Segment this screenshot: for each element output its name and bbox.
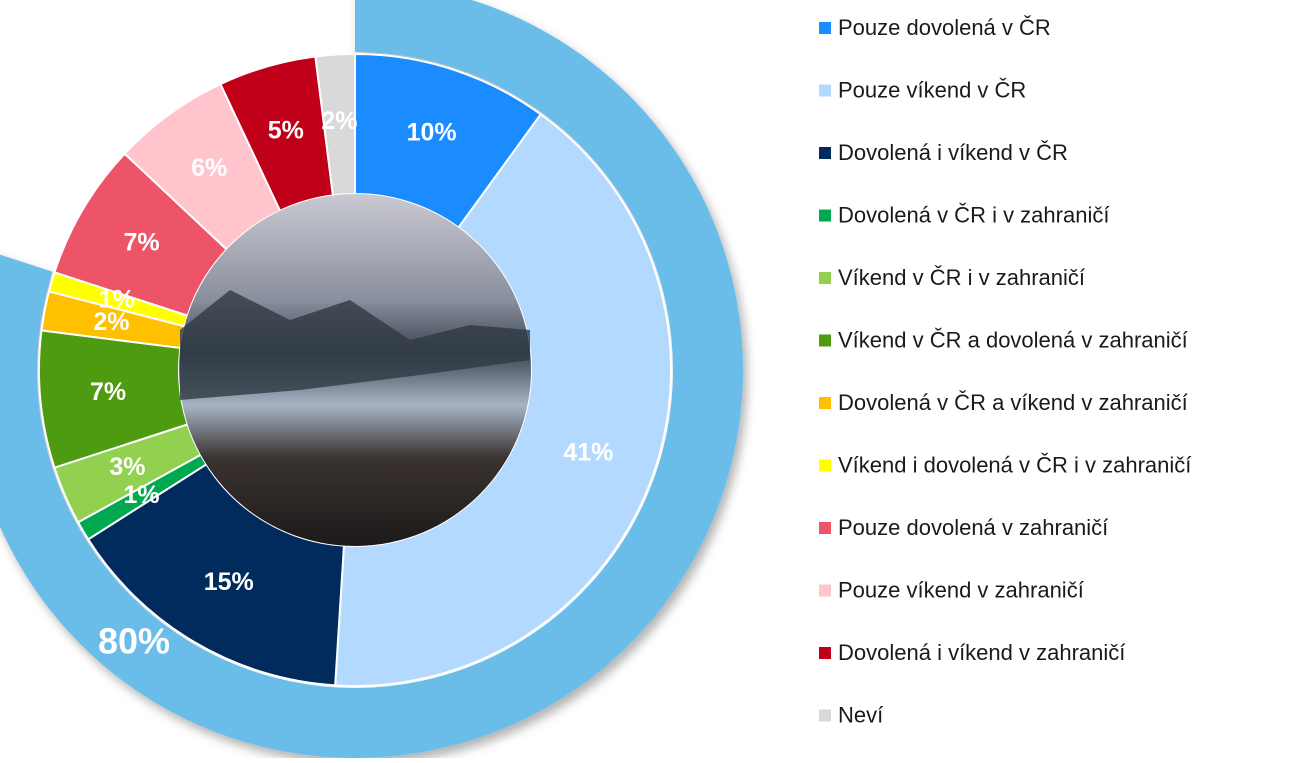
legend-swatch xyxy=(819,272,831,284)
page: 80%10%41%15%1%3%7%2%1%7%6%5%2% Pouze dov… xyxy=(0,0,1311,763)
legend-label: Pouze víkend v zahraničí xyxy=(838,577,1084,602)
legend-label: Víkend i dovolená v ČR i v zahraničí xyxy=(838,452,1191,477)
chart: 80%10%41%15%1%3%7%2%1%7%6%5%2% Pouze dov… xyxy=(0,0,1311,758)
legend-label: Víkend v ČR i v zahraničí xyxy=(838,265,1085,290)
legend-label: Pouze dovolená v zahraničí xyxy=(838,515,1108,540)
data-label: 5% xyxy=(268,116,304,144)
data-label: 1% xyxy=(99,285,135,313)
legend-label: Dovolená v ČR a víkend v zahraničí xyxy=(838,390,1188,415)
legend-swatch xyxy=(819,522,831,534)
data-label: 6% xyxy=(191,154,227,182)
legend-label: Víkend v ČR a dovolená v zahraničí xyxy=(838,327,1188,352)
legend-swatch xyxy=(819,85,831,97)
outer-ring-label: 80% xyxy=(98,621,170,662)
data-label: 2% xyxy=(321,107,357,135)
data-label: 7% xyxy=(123,228,159,256)
data-label: 10% xyxy=(407,119,457,147)
legend-swatch xyxy=(819,585,831,597)
legend-swatch xyxy=(819,710,831,722)
data-label: 7% xyxy=(90,378,126,406)
data-label: 41% xyxy=(563,439,613,467)
legend-swatch xyxy=(819,397,831,409)
legend-swatch xyxy=(819,210,831,222)
data-label: 1% xyxy=(123,481,159,509)
legend-label: Dovolená i víkend v zahraničí xyxy=(838,640,1125,665)
legend-swatch xyxy=(819,147,831,159)
legend-swatch xyxy=(819,460,831,472)
legend-swatch xyxy=(819,647,831,659)
legend-swatch xyxy=(819,22,831,34)
legend-label: Neví xyxy=(838,702,883,727)
data-label: 15% xyxy=(204,568,254,596)
legend-label: Dovolená v ČR i v zahraničí xyxy=(838,202,1109,227)
legend-label: Pouze víkend v ČR xyxy=(838,77,1026,102)
legend-swatch xyxy=(819,335,831,347)
legend-label: Dovolená i víkend v ČR xyxy=(838,140,1068,165)
data-label: 3% xyxy=(109,453,145,481)
legend-label: Pouze dovolená v ČR xyxy=(838,15,1051,40)
